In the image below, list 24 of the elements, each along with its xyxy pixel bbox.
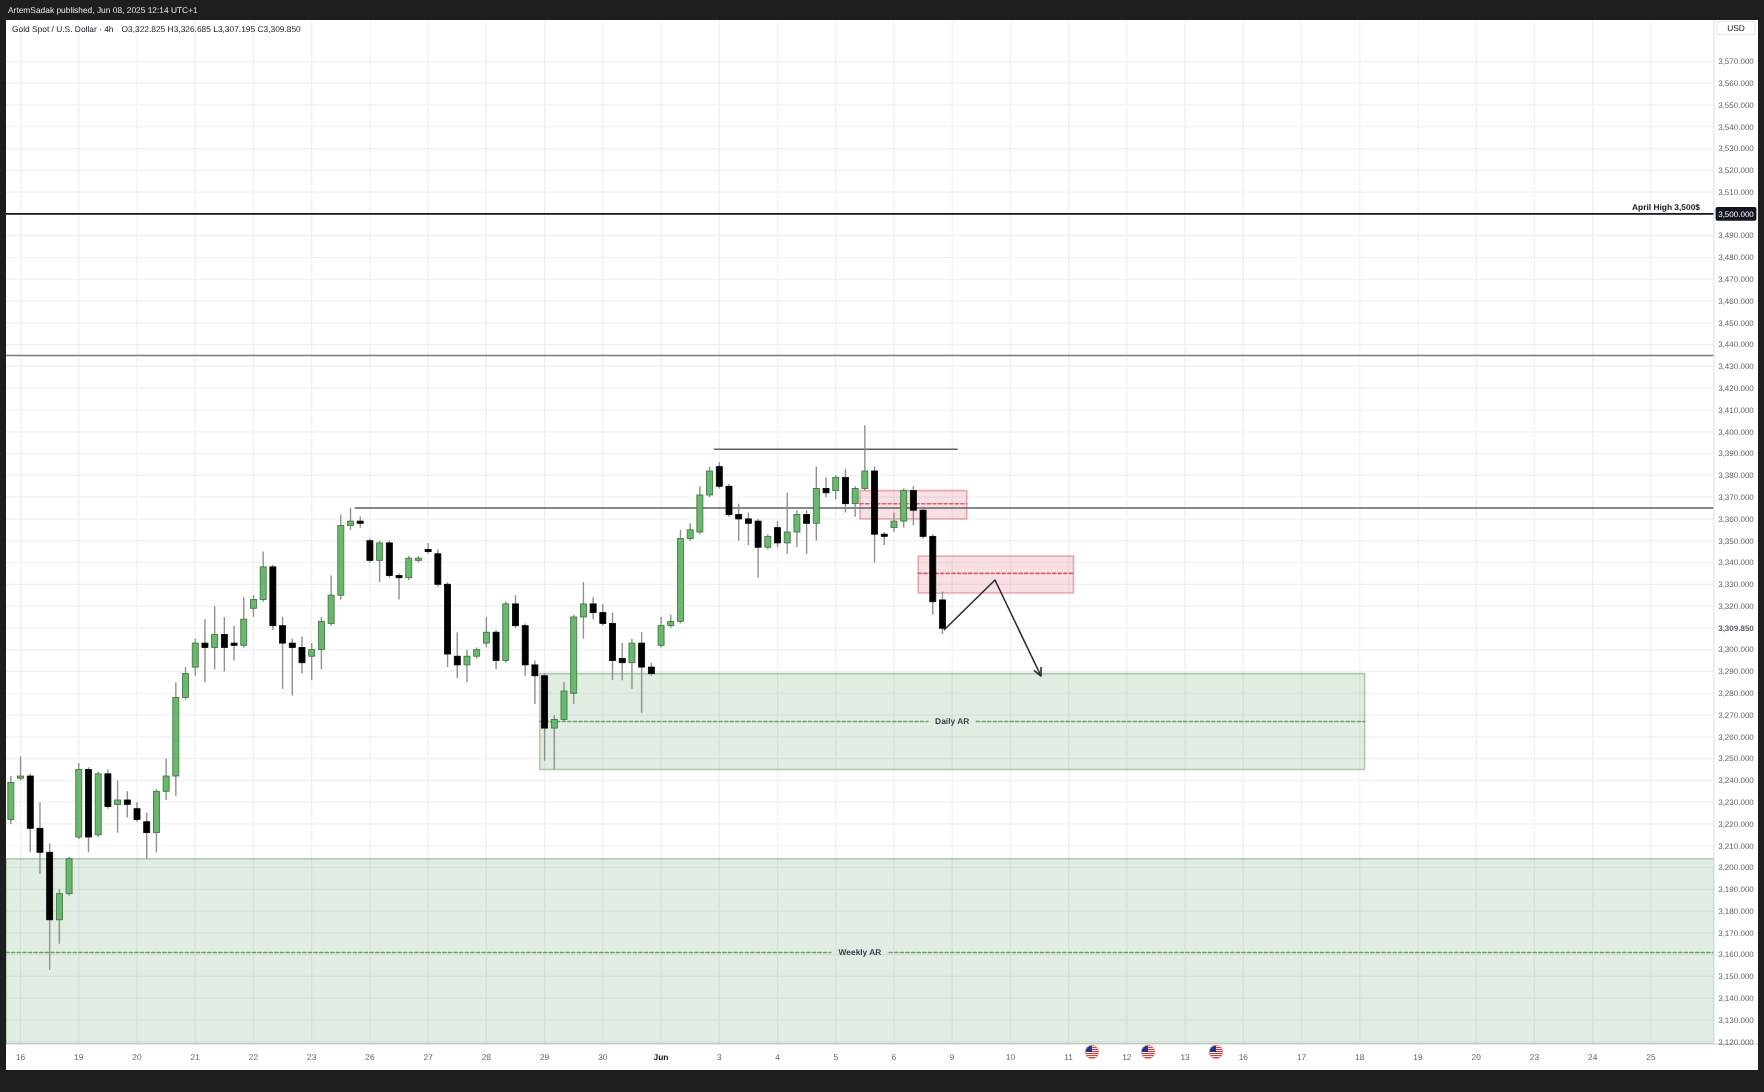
candlestick (114, 779, 122, 834)
candlestick (424, 542, 432, 555)
candlestick (17, 755, 24, 782)
candlestick (191, 638, 199, 677)
candlestick (201, 618, 209, 684)
candlestick (774, 520, 781, 548)
candlestick (123, 790, 131, 819)
candlestick (812, 465, 820, 542)
candlestick (492, 629, 500, 670)
candlestick (240, 596, 248, 649)
candlestick (143, 812, 151, 860)
candlestick (628, 638, 636, 690)
candlestick (482, 616, 490, 649)
candlestick (453, 631, 461, 679)
candlestick (104, 768, 112, 810)
candlestick (7, 775, 15, 825)
candlestick (366, 537, 374, 564)
candlestick (803, 509, 811, 555)
candlestick (133, 801, 141, 823)
candlestick (842, 468, 849, 514)
candlestick (822, 476, 830, 498)
candlestick (832, 474, 840, 501)
candlestick (211, 605, 219, 670)
candlestick (376, 540, 384, 583)
